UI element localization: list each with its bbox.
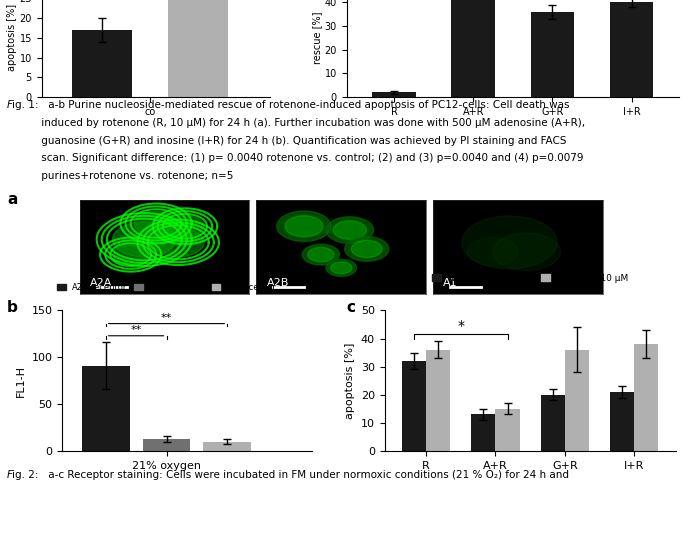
- Bar: [495, 409, 520, 451]
- Polygon shape: [114, 245, 148, 264]
- Text: **: **: [161, 313, 172, 323]
- Polygon shape: [326, 259, 357, 276]
- Y-axis label: FL1-H: FL1-H: [16, 364, 26, 397]
- Polygon shape: [331, 262, 352, 274]
- Text: *: *: [457, 319, 464, 333]
- Bar: [531, 12, 574, 97]
- Polygon shape: [462, 216, 557, 269]
- Text: induced by rotenone (R, 10 μM) for 24 h (a). Further incubation was done with 50: induced by rotenone (R, 10 μM) for 24 h …: [12, 118, 586, 128]
- Polygon shape: [285, 215, 323, 237]
- Polygon shape: [333, 221, 367, 239]
- Legend: A2A-receptor, A2B-receptor, A1-receptor: A2A-receptor, A2B-receptor, A1-receptor: [54, 280, 280, 295]
- Text: F: F: [7, 100, 13, 110]
- Bar: [471, 414, 495, 451]
- Bar: [168, 0, 228, 97]
- Polygon shape: [166, 216, 204, 237]
- Bar: [451, 0, 495, 97]
- Polygon shape: [344, 237, 389, 261]
- Bar: [610, 2, 653, 97]
- Bar: [203, 442, 251, 451]
- Bar: [402, 361, 426, 451]
- Y-axis label: rescue [%]: rescue [%]: [312, 11, 322, 64]
- Text: scan. Significant difference: (1) p= 0.0040 rotenone vs. control; (2) and (3) p=: scan. Significant difference: (1) p= 0.0…: [12, 153, 584, 164]
- Bar: [610, 392, 634, 451]
- Polygon shape: [326, 217, 374, 243]
- Y-axis label: apoptosis [%]: apoptosis [%]: [6, 4, 17, 71]
- Text: guanosine (G+R) and inosine (I+R) for 24 h (b). Quantification was achieved by P: guanosine (G+R) and inosine (I+R) for 24…: [12, 136, 567, 146]
- Polygon shape: [467, 238, 518, 266]
- Text: b: b: [7, 300, 18, 315]
- Text: **: **: [547, 0, 558, 2]
- Bar: [541, 395, 565, 451]
- Legend: without CSC 10 μM, with CSC 10 μM: without CSC 10 μM, with CSC 10 μM: [428, 270, 632, 286]
- Polygon shape: [302, 244, 340, 265]
- Text: A2B: A2B: [267, 278, 289, 288]
- Bar: [565, 350, 589, 451]
- Text: c: c: [346, 300, 356, 315]
- Bar: [372, 92, 416, 97]
- Text: **: **: [130, 325, 142, 335]
- Polygon shape: [493, 233, 561, 271]
- Bar: [71, 30, 132, 97]
- Text: a: a: [7, 192, 17, 207]
- Text: ig. 1:   a-b Purine nucleoside-mediated rescue of rotenone-induced apoptosis of : ig. 1: a-b Purine nucleoside-mediated re…: [12, 100, 570, 110]
- Polygon shape: [112, 222, 176, 257]
- Polygon shape: [152, 228, 204, 257]
- Bar: [82, 366, 130, 451]
- Text: A1: A1: [444, 278, 458, 288]
- Text: F: F: [7, 470, 13, 480]
- Polygon shape: [277, 211, 331, 241]
- Polygon shape: [351, 240, 383, 258]
- Text: A2A: A2A: [90, 278, 112, 288]
- Polygon shape: [134, 211, 177, 235]
- Text: ig. 2:   a-c Receptor staining: Cells were incubated in FM under normoxic condit: ig. 2: a-c Receptor staining: Cells were…: [12, 470, 570, 480]
- Polygon shape: [308, 247, 334, 262]
- Bar: [426, 350, 450, 451]
- Bar: [634, 344, 658, 451]
- Text: purines+rotenone vs. rotenone; n=5: purines+rotenone vs. rotenone; n=5: [12, 171, 234, 181]
- Y-axis label: apoptosis [%]: apoptosis [%]: [345, 342, 356, 419]
- Bar: [143, 438, 191, 451]
